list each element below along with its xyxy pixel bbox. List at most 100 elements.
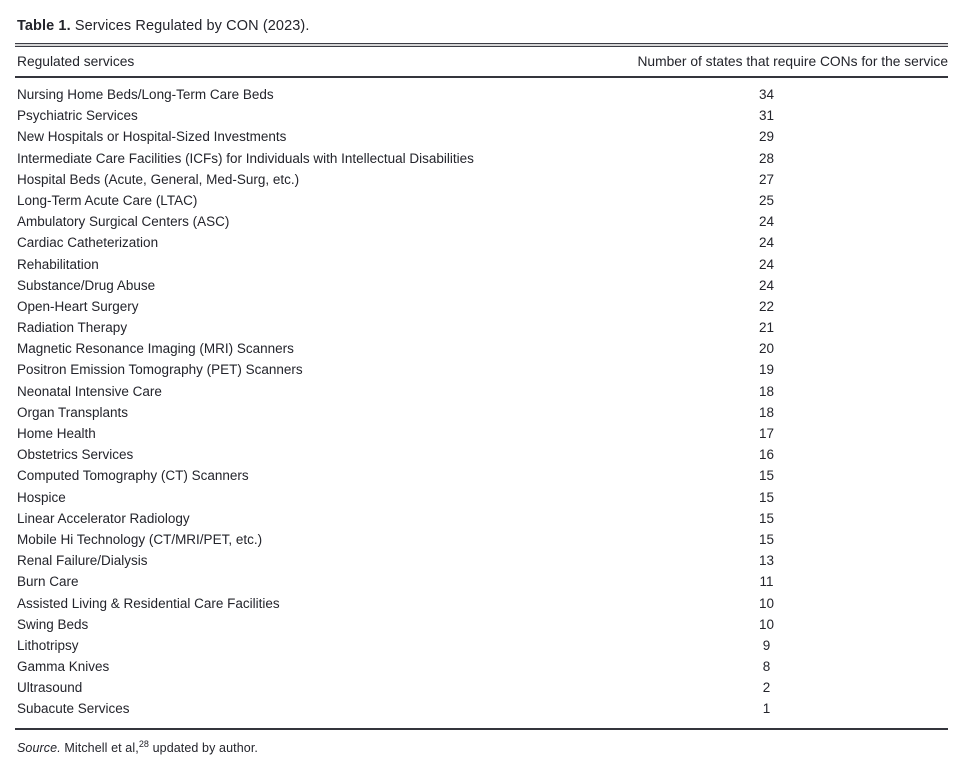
con-count-cell: 24	[758, 235, 775, 251]
con-count-cell: 8	[762, 659, 771, 675]
table-row: Psychiatric Services 31	[15, 105, 948, 126]
service-name-cell: Home Health	[17, 426, 96, 441]
table-title-text: Services Regulated by CON (2023).	[74, 18, 310, 34]
con-count-cell: 20	[758, 341, 775, 357]
service-name-cell: Ambulatory Surgical Centers (ASC)	[17, 214, 230, 230]
table-row: Ambulatory Surgical Centers (ASC) 24	[15, 211, 948, 232]
table-row: Cardiac Catheterization 24	[15, 232, 948, 253]
header-regulated-services: Regulated services	[17, 54, 135, 69]
con-count-cell: 9	[762, 637, 771, 653]
table-row: Substance/Drug Abuse 24	[15, 275, 948, 296]
table-row: Magnetic Resonance Imaging (MRI) Scanner…	[15, 338, 948, 359]
service-name-cell: Intermediate Care Facilities (ICFs) for …	[17, 150, 474, 166]
table-row: Linear Accelerator Radiology 15	[15, 508, 948, 529]
header-number-of-states: Number of states that require CONs for t…	[637, 54, 948, 69]
source-reference-mark: 28	[138, 738, 150, 749]
con-count-cell: 31	[758, 108, 775, 124]
con-count-cell: 34	[758, 87, 775, 102]
table-row: Rehabilitation 24	[15, 254, 948, 275]
service-name-cell: Psychiatric Services	[17, 108, 138, 124]
con-count-cell: 16	[758, 447, 775, 463]
service-name-cell: Ultrasound	[17, 680, 83, 696]
table-title-label: Table 1.	[17, 18, 71, 34]
service-name-cell: Radiation Therapy	[17, 320, 128, 336]
service-name-cell: Positron Emission Tomography (PET) Scann…	[17, 362, 303, 378]
table-row: Renal Failure/Dialysis 13	[15, 550, 948, 571]
table-row: Long-Term Acute Care (LTAC) 25	[15, 190, 948, 211]
table-row: Radiation Therapy 21	[15, 317, 948, 338]
con-count-cell: 24	[758, 214, 775, 230]
con-count-cell: 15	[758, 468, 775, 484]
table-row: Subacute Services 1	[15, 698, 948, 719]
service-name-cell: Hospital Beds (Acute, General, Med-Surg,…	[17, 171, 300, 187]
table-row: Nursing Home Beds/Long-Term Care Beds 34	[15, 84, 948, 105]
con-count-cell: 15	[758, 489, 775, 505]
table-row: Positron Emission Tomography (PET) Scann…	[15, 359, 948, 380]
top-double-rule	[15, 43, 948, 47]
table-row: Obstetrics Services 16	[15, 444, 948, 465]
service-name-cell: Neonatal Intensive Care	[17, 383, 162, 399]
con-count-cell: 29	[758, 129, 775, 145]
con-count-cell: 24	[758, 256, 775, 272]
table-row: Home Health 17	[15, 423, 948, 444]
con-count-cell: 25	[758, 192, 775, 208]
con-count-cell: 22	[758, 298, 775, 314]
table-row: Organ Transplants 18	[15, 402, 948, 423]
source-prefix: Source.	[17, 740, 61, 755]
table-row: Lithotripsy 9	[15, 635, 948, 656]
table-row: Hospital Beds (Acute, General, Med-Surg,…	[15, 169, 948, 190]
service-name-cell: Hospice	[17, 489, 66, 505]
service-name-cell: Magnetic Resonance Imaging (MRI) Scanner…	[17, 341, 294, 357]
con-count-cell: 10	[758, 595, 775, 611]
con-count-cell: 19	[758, 362, 775, 378]
service-name-cell: Renal Failure/Dialysis	[17, 553, 148, 569]
table-row: Open-Heart Surgery 22	[15, 296, 948, 317]
con-count-cell: 21	[758, 320, 775, 336]
service-name-cell: Obstetrics Services	[17, 447, 134, 463]
service-name-cell: Burn Care	[17, 574, 79, 590]
table-row: Burn Care 11	[15, 571, 948, 592]
table-header-row: Regulated services Number of states that…	[15, 47, 948, 76]
con-count-cell: 18	[758, 383, 775, 399]
table-row: Swing Beds 10	[15, 614, 948, 635]
table-container: Table 1. Services Regulated by CON (2023…	[15, 18, 948, 755]
table-row: New Hospitals or Hospital-Sized Investme…	[15, 126, 948, 147]
service-name-cell: Cardiac Catheterization	[17, 235, 159, 251]
source-note: Source. Mitchell et al,28 updated by aut…	[17, 738, 948, 755]
service-name-cell: Assisted Living & Residential Care Facil…	[17, 595, 280, 611]
service-name-cell: New Hospitals or Hospital-Sized Investme…	[17, 129, 287, 145]
service-name-cell: Mobile Hi Technology (CT/MRI/PET, etc.)	[17, 531, 263, 547]
con-count-cell: 13	[758, 553, 775, 569]
table-row: Ultrasound 2	[15, 677, 948, 698]
table-title: Table 1. Services Regulated by CON (2023…	[17, 18, 948, 43]
con-count-cell: 28	[758, 150, 775, 166]
table-row: Mobile Hi Technology (CT/MRI/PET, etc.) …	[15, 529, 948, 550]
service-name-cell: Linear Accelerator Radiology	[17, 510, 190, 526]
source-citation: Mitchell et al,	[60, 740, 139, 755]
con-count-cell: 17	[758, 426, 775, 441]
service-name-cell: Lithotripsy	[17, 637, 79, 653]
table-row: Hospice 15	[15, 487, 948, 508]
con-count-cell: 27	[758, 171, 775, 187]
con-count-cell: 18	[758, 404, 775, 420]
service-name-cell: Nursing Home Beds/Long-Term Care Beds	[17, 87, 274, 102]
service-name-cell: Computed Tomography (CT) Scanners	[17, 468, 249, 484]
con-count-cell: 2	[762, 680, 771, 696]
con-count-cell: 10	[758, 616, 775, 632]
table-row: Neonatal Intensive Care 18	[15, 381, 948, 402]
service-name-cell: Organ Transplants	[17, 404, 129, 420]
service-name-cell: Gamma Knives	[17, 659, 110, 675]
table-row: Assisted Living & Residential Care Facil…	[15, 593, 948, 614]
table-row: Computed Tomography (CT) Scanners 15	[15, 465, 948, 486]
bottom-rule	[15, 727, 948, 730]
con-count-cell: 24	[758, 277, 775, 293]
con-count-cell: 15	[758, 510, 775, 526]
service-name-cell: Open-Heart Surgery	[17, 298, 139, 314]
con-count-cell: 11	[759, 574, 774, 590]
source-suffix: updated by author.	[149, 740, 258, 755]
con-count-cell: 15	[758, 531, 775, 547]
table-body: Nursing Home Beds/Long-Term Care Beds 34…	[15, 78, 948, 722]
table-row: Gamma Knives 8	[15, 656, 948, 677]
service-name-cell: Rehabilitation	[17, 256, 99, 272]
table-row: Intermediate Care Facilities (ICFs) for …	[15, 148, 948, 169]
